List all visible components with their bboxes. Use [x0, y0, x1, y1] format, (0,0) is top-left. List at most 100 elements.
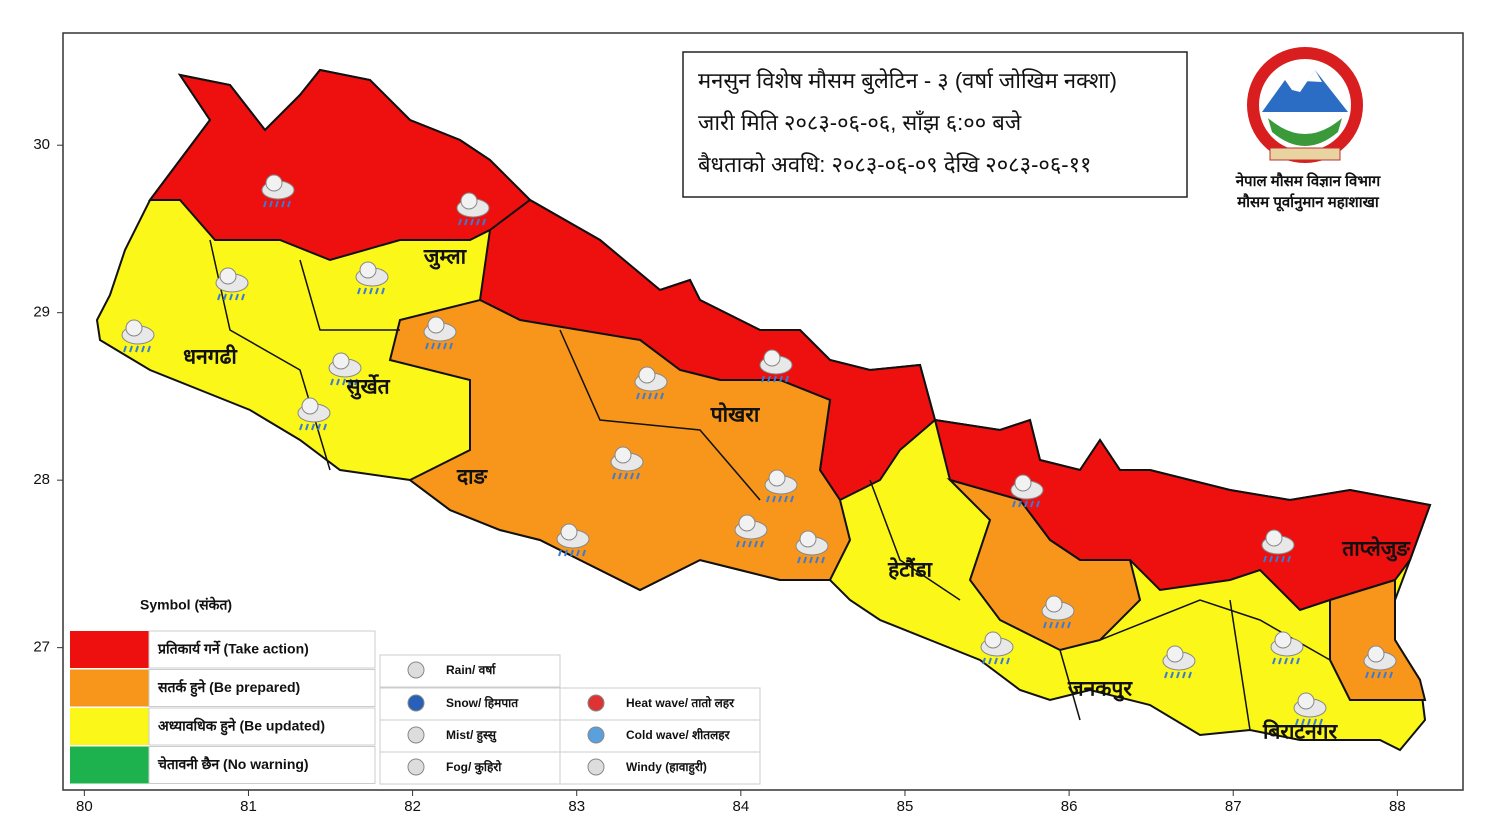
weather-icons — [121, 174, 1397, 726]
x-tick-label: 84 — [732, 798, 749, 815]
place-label: जुम्ला — [423, 246, 468, 271]
symbol-label: Mist/ हुस्सु — [446, 728, 497, 744]
cloud — [1265, 529, 1283, 547]
rain-drop — [330, 378, 334, 386]
place-label: बिराटनगर — [1262, 719, 1339, 744]
legend-swatch — [70, 746, 149, 784]
symbol-icon — [587, 726, 605, 744]
x-tick-label: 82 — [404, 798, 421, 815]
rain-drop — [342, 378, 346, 386]
rain-drop — [1170, 671, 1174, 679]
y-tick-label: 27 — [33, 639, 50, 656]
legend-title: Symbol (संकेत) — [140, 597, 232, 613]
rain-drop — [1269, 555, 1273, 563]
x-tick-label: 88 — [1389, 798, 1406, 815]
rain-drop — [1377, 671, 1381, 679]
cloud — [638, 366, 656, 384]
rain-icon — [297, 397, 331, 431]
header-box — [682, 51, 1188, 198]
rain-drop — [773, 375, 777, 383]
rain-drop — [354, 378, 358, 386]
rain-drop — [660, 392, 664, 400]
rain-drop — [1000, 657, 1004, 665]
symbol-icon — [407, 661, 425, 679]
rain-drop — [348, 378, 352, 386]
rain-drop — [1030, 500, 1034, 508]
rain-icon — [456, 192, 490, 226]
rain-icon — [980, 631, 1014, 665]
symbol-icon — [587, 694, 605, 712]
district-boundary — [1229, 599, 1251, 731]
rain-drop — [311, 423, 315, 431]
rain-drop — [443, 342, 447, 350]
rain-drop — [476, 218, 480, 226]
legend-swatch — [70, 631, 149, 668]
rain-drop — [654, 392, 658, 400]
x-tick-label: 86 — [1061, 798, 1078, 815]
rain-drop — [766, 495, 770, 503]
legend-cell — [148, 669, 376, 707]
rain-drop — [1024, 500, 1028, 508]
rain-drop — [129, 345, 133, 353]
rain-drop — [1295, 718, 1299, 726]
rain-icon — [261, 174, 295, 208]
place-label: हेटौंडा — [887, 557, 933, 582]
cloud — [427, 316, 445, 334]
rain-drop — [1182, 671, 1186, 679]
rain-icon — [556, 523, 590, 557]
rain-icon — [355, 261, 389, 295]
rain-icon — [795, 530, 829, 564]
rain-icon — [1363, 645, 1397, 679]
rain-drop — [482, 218, 486, 226]
cloud — [1045, 595, 1063, 613]
rain-drop — [576, 549, 580, 557]
rain-icon — [1293, 692, 1327, 726]
rain-drop — [1319, 718, 1323, 726]
legend-cell — [148, 630, 376, 669]
rain-drop — [1301, 718, 1305, 726]
logo-text: मौसम पूर्वानुमान महाशाखा — [1236, 193, 1380, 212]
rain-drop — [642, 392, 646, 400]
district-zone — [1329, 578, 1427, 701]
rain-drop — [648, 392, 652, 400]
place-label: ताप्लेजुङ — [1341, 536, 1411, 563]
rain-drop — [1176, 671, 1180, 679]
rain-drop — [1389, 671, 1393, 679]
rain-drop — [1006, 657, 1010, 665]
place-label: पोखरा — [710, 402, 761, 427]
rain-drop — [784, 495, 788, 503]
rain-drop — [1018, 500, 1022, 508]
district-boundary — [559, 329, 761, 501]
rain-icon — [1270, 631, 1304, 665]
rain-drop — [1383, 671, 1387, 679]
rain-drop — [1287, 555, 1291, 563]
x-tick-label: 87 — [1225, 798, 1242, 815]
legend-cell — [148, 707, 376, 746]
rain-drop — [449, 342, 453, 350]
legend-label: प्रतिकार्य गर्ने (Take action) — [157, 641, 309, 657]
cloud — [1274, 631, 1292, 649]
rain-drop — [425, 342, 429, 350]
legend-label: चेतावनी छैन (No warning) — [157, 756, 309, 772]
legend-cell — [148, 746, 376, 784]
rain-drop — [437, 342, 441, 350]
rain-drop — [269, 200, 273, 208]
rain-drop — [217, 293, 221, 301]
rain-drop — [1371, 671, 1375, 679]
rain-drop — [748, 540, 752, 548]
legend-swatch — [70, 708, 149, 745]
rain-drop — [736, 540, 740, 548]
rain-drop — [1278, 657, 1282, 665]
rain-drop — [357, 287, 361, 295]
y-tick-label: 29 — [33, 304, 50, 321]
cloud — [560, 523, 578, 541]
rain-drop — [1061, 621, 1065, 629]
rain-drop — [470, 218, 474, 226]
cloud — [1367, 645, 1385, 663]
rain-drop — [223, 293, 227, 301]
rain-drop — [229, 293, 233, 301]
district-boundary — [299, 259, 400, 331]
rain-drop — [375, 287, 379, 295]
symbol-icon — [407, 758, 425, 776]
rain-drop — [612, 472, 616, 480]
